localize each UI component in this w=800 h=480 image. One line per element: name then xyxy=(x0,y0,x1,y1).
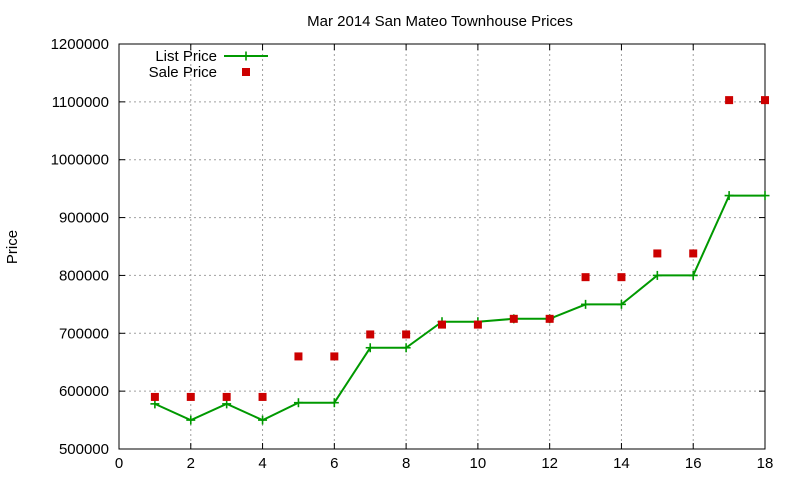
x-tick-label: 0 xyxy=(115,455,123,472)
data-point xyxy=(438,320,446,329)
y-tick-label: 1200000 xyxy=(51,36,109,53)
plot-area-frame xyxy=(118,43,766,450)
data-point xyxy=(402,330,411,339)
data-point xyxy=(293,398,303,408)
y-tick-label: 1000000 xyxy=(51,152,109,169)
data-point xyxy=(366,330,375,339)
x-tick-label: 2 xyxy=(187,455,195,472)
data-point xyxy=(401,343,411,353)
legend-label: List Price xyxy=(155,48,217,65)
data-point xyxy=(150,392,159,401)
data-point xyxy=(724,191,734,201)
data-point xyxy=(329,398,339,408)
x-axis-tick-labels: 0 2 4 6 8 10 12 14 16 18 xyxy=(115,455,774,472)
data-point xyxy=(761,96,769,105)
axis-ticks xyxy=(118,43,766,450)
series-sale-price xyxy=(150,96,769,401)
y-tick-label: 1100000 xyxy=(52,94,109,111)
x-tick-label: 8 xyxy=(402,455,410,472)
chart-title: Mar 2014 San Mateo Townhouse Prices xyxy=(307,13,573,30)
data-point xyxy=(653,249,662,258)
data-point xyxy=(616,299,626,309)
y-axis-label: Price xyxy=(4,230,21,264)
x-tick-label: 14 xyxy=(613,455,630,472)
x-tick-label: 18 xyxy=(757,455,774,472)
x-tick-label: 16 xyxy=(685,455,702,472)
legend-entry: Sale Price xyxy=(149,64,250,81)
legend-label: Sale Price xyxy=(149,64,217,81)
data-point xyxy=(473,320,482,329)
data-point xyxy=(222,392,231,401)
data-point xyxy=(617,273,626,282)
series-list-price xyxy=(150,191,770,425)
legend-entry: List Price xyxy=(155,48,268,65)
legend-marker xyxy=(241,51,251,61)
data-point xyxy=(258,415,268,425)
data-point xyxy=(688,270,698,280)
data-point xyxy=(330,352,339,361)
y-tick-label: 900000 xyxy=(59,210,109,227)
data-point xyxy=(365,343,375,353)
data-point xyxy=(581,299,591,309)
y-axis-tick-labels: 500000 600000 700000 800000 900000 1000000 110… xyxy=(51,36,109,458)
data-point xyxy=(186,415,196,425)
y-tick-label: 500000 xyxy=(59,441,109,458)
data-point xyxy=(760,191,770,201)
series-line xyxy=(154,194,765,422)
x-tick-label: 12 xyxy=(541,455,558,472)
y-tick-label: 600000 xyxy=(59,383,109,400)
data-point xyxy=(689,249,698,258)
y-tick-label: 800000 xyxy=(59,267,109,284)
grid xyxy=(119,44,765,449)
data-point xyxy=(294,352,303,361)
x-tick-label: 6 xyxy=(330,455,338,472)
series xyxy=(150,96,770,425)
x-tick-label: 10 xyxy=(470,455,487,472)
y-tick-label: 700000 xyxy=(59,325,109,342)
data-point xyxy=(509,314,518,323)
legend-marker xyxy=(242,68,250,76)
data-point xyxy=(258,392,267,401)
x-tick-label: 4 xyxy=(258,455,266,472)
data-point xyxy=(652,270,662,280)
data-point xyxy=(545,314,554,323)
data-point xyxy=(725,96,734,105)
data-point xyxy=(581,273,590,282)
data-point xyxy=(186,392,195,401)
